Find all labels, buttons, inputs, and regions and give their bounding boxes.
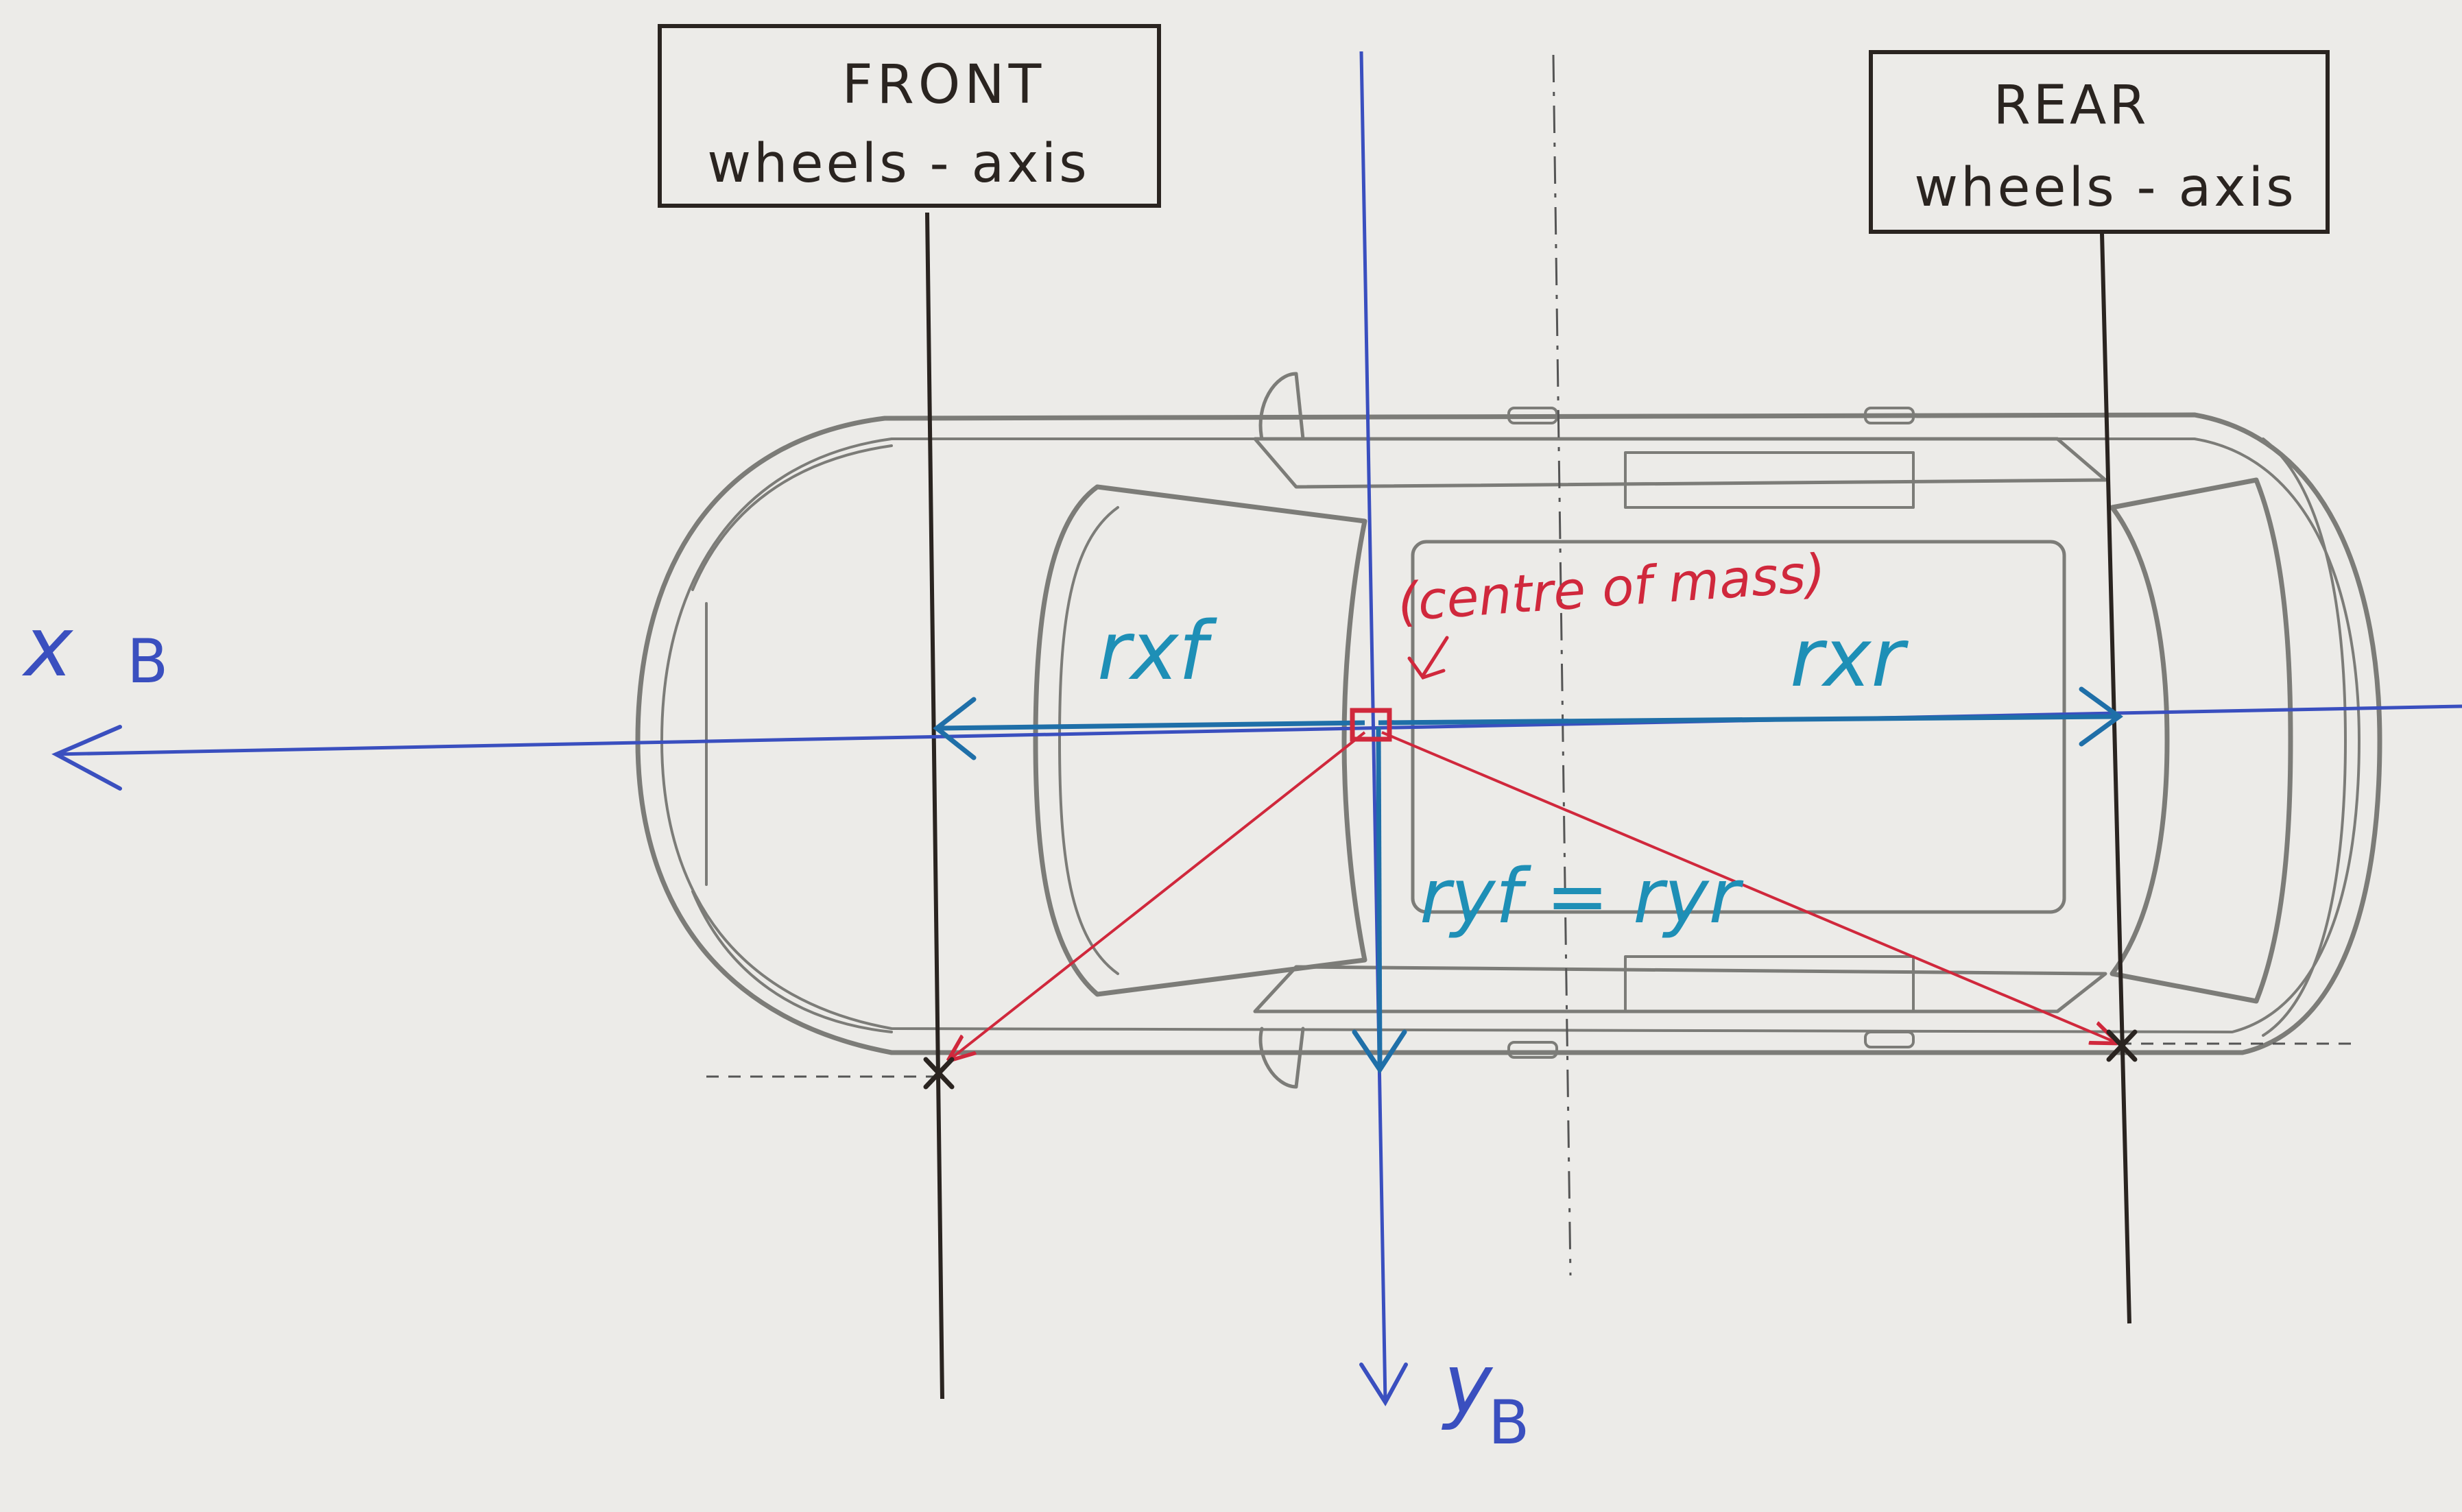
car-top-view-sketch [635, 372, 2382, 1089]
rear-axis-label-box: REAR wheels - axis [1869, 50, 2330, 234]
rear-light-curve [2262, 437, 2347, 1037]
rxr-arrowhead [2079, 686, 2123, 747]
ry-arrowhead [1352, 1029, 1407, 1075]
xb-axis-arrowhead [51, 725, 122, 791]
rxf-label: rxf [1097, 603, 1217, 698]
windshield [1033, 484, 1367, 997]
hood-line-bottom [691, 890, 893, 1033]
door-handle-top-front [1507, 407, 1558, 424]
xb-axis-line [54, 704, 2462, 756]
centre-of-mass-pointer [1407, 636, 1449, 680]
windshield-inner [1058, 506, 1119, 975]
door-handle-top-rear [1864, 407, 1915, 424]
rear-label: REAR [1993, 75, 2149, 136]
front-wheels-axis-label: wheels - axis [707, 133, 1090, 195]
xb-axis-subscript: B [127, 626, 168, 697]
car-body-outline [635, 412, 2382, 1055]
centre-of-mass-marker [1350, 708, 1392, 742]
rxr-label: rxr [1790, 610, 1909, 705]
door-handle-bottom-front [1507, 1041, 1558, 1059]
yb-axis-subscript: B [1488, 1387, 1529, 1458]
yb-axis-line [1359, 51, 1387, 1403]
rear-wheels-axis-label: wheels - axis [1914, 157, 2297, 219]
front-axis-label-box: FRONT wheels - axis [658, 24, 1161, 208]
mirror-bottom [1258, 1027, 1305, 1089]
front-label: FRONT [842, 54, 1045, 116]
yb-axis-arrowhead [1359, 1363, 1408, 1406]
hood-line-top [691, 444, 893, 591]
rear-wheels-axis-line [2100, 232, 2131, 1324]
com-to-front-wheel-line [950, 731, 1366, 1059]
front-wheel-contact-point [923, 1057, 955, 1090]
rear-wheel-contact-point [2106, 1029, 2138, 1062]
rxf-arrowhead [933, 697, 977, 760]
yb-axis-label: y [1442, 1337, 1494, 1432]
ry-arrow [1376, 726, 1383, 1067]
rear-window [2110, 477, 2293, 1004]
ry-label: ryf = ryr [1420, 852, 1743, 940]
geometric-centre-line [1552, 54, 1572, 1276]
front-wheels-axis-line [925, 212, 944, 1400]
door-handle-bottom-rear [1864, 1031, 1915, 1048]
rxr-arrow [1378, 714, 2116, 725]
xb-axis-label: x [21, 600, 74, 695]
car-body-inner-outline [660, 437, 2361, 1033]
mirror-top [1258, 372, 1305, 441]
rxf-arrow [939, 720, 1365, 731]
side-window-bottom-glass [1624, 955, 1915, 1013]
side-window-top-glass [1624, 451, 1915, 509]
com-to-rear-wheel-line [1381, 731, 2116, 1042]
side-window-top [1253, 437, 2107, 489]
